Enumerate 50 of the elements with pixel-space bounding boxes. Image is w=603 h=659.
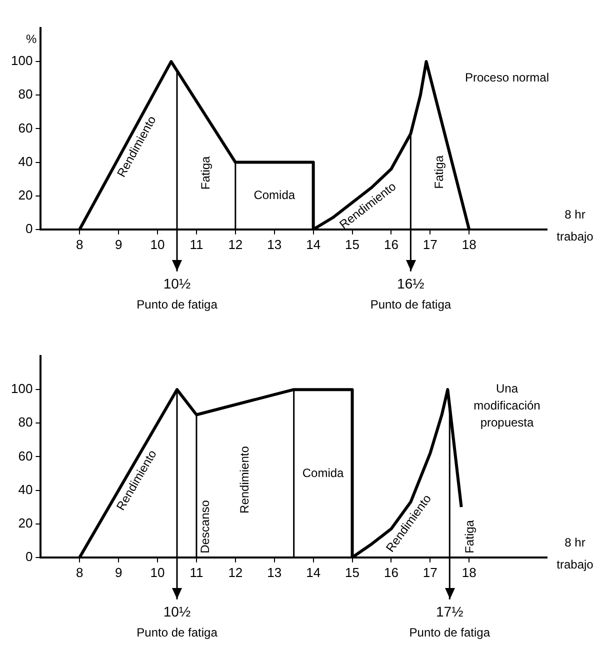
x-tick-label: 17 (422, 564, 438, 580)
x-tick-label: 15 (345, 236, 360, 252)
x-tick-label: 16 (384, 236, 398, 252)
annotation: Fatiga (462, 520, 477, 554)
x-tick-label: 11 (190, 236, 204, 252)
y-tick-label: 20 (18, 187, 33, 202)
x-tick-label: 8 (76, 236, 84, 252)
x-tick-label: 14 (306, 236, 321, 252)
y-tick-label: 40 (18, 482, 33, 497)
x-tick-label: 9 (114, 564, 122, 580)
annotation: Descanso (198, 500, 212, 554)
ref-line-label: 16½ Punto de fatiga (370, 275, 452, 312)
y-tick-label: 20 (18, 515, 33, 530)
annotation: Fatiga (198, 156, 213, 190)
y-tick-label: 0 (25, 548, 33, 564)
x-tick-label: 9 (114, 236, 122, 252)
y-tick-label: 40 (18, 154, 33, 169)
annotation: Fatiga (432, 155, 446, 189)
y-tick-label: 80 (18, 414, 33, 430)
x-tick-label: 16 (384, 564, 398, 580)
x-tick-label: 14 (306, 564, 321, 580)
x-axis-title: 8 hr trabajo (556, 536, 594, 572)
x-tick-label: 11 (190, 564, 204, 580)
annotation: Proceso normal (464, 70, 550, 85)
y-tick-label: 100 (10, 53, 33, 68)
annotation: Rendimiento (237, 446, 252, 514)
x-tick-label: 15 (345, 564, 360, 580)
annotation: Comida (254, 188, 296, 202)
x-tick-label: 17 (422, 236, 438, 252)
ref-line-label: 10½ Punto de fatiga (136, 603, 218, 640)
annotation: Comida (302, 466, 344, 480)
x-tick-label: 18 (462, 564, 476, 580)
x-tick-label: 10 (150, 236, 165, 252)
y-tick-label: 60 (18, 448, 33, 464)
y-tick-label: 0 (25, 220, 33, 236)
y-axis-title: % (26, 32, 38, 46)
x-tick-label: 12 (228, 564, 243, 580)
annotation: Una modificación propuesta (474, 382, 540, 430)
x-tick-label: 13 (267, 564, 282, 580)
x-tick-label: 10 (150, 564, 165, 580)
y-tick-label: 60 (18, 120, 33, 136)
y-tick-label: 80 (18, 86, 33, 102)
y-tick-label: 100 (10, 381, 33, 396)
x-tick-label: 8 (76, 564, 84, 580)
ref-line-label: 17½ Punto de fatiga (409, 603, 490, 640)
ref-line-label: 10½ Punto de fatiga (136, 275, 218, 312)
x-tick-label: 12 (228, 236, 243, 252)
x-axis-title: 8 hr trabajo (556, 208, 594, 244)
x-tick-label: 18 (462, 236, 476, 252)
x-tick-label: 13 (267, 236, 282, 252)
